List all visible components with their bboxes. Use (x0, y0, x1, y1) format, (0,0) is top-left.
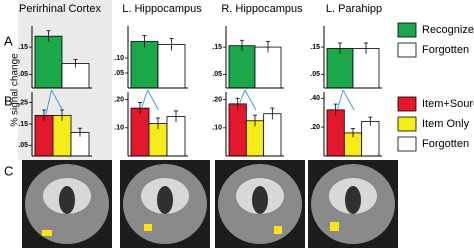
chart-title: L. Parahipp (326, 3, 382, 15)
y-tick-label: .40 (310, 95, 320, 102)
y-tick-label: .10 (114, 125, 124, 132)
bar (130, 107, 150, 157)
brain-image (22, 160, 112, 248)
arrow (337, 89, 344, 109)
brain-image (308, 160, 398, 248)
y-tick-label: .20 (114, 96, 124, 103)
chart-title: R. Hippocampus (221, 3, 303, 15)
y-tick-label: .05 (212, 71, 222, 78)
bar (166, 116, 186, 157)
bar (228, 103, 247, 157)
arrow (342, 89, 355, 111)
brain-image (215, 160, 305, 248)
arrow (244, 89, 257, 111)
panel-label: C (4, 163, 13, 178)
y-tick-label: .15 (310, 44, 320, 51)
chart-title: Perirhinal Cortex (19, 3, 101, 15)
bar (326, 48, 354, 89)
panel-label: B (4, 93, 13, 108)
legend-swatch (397, 42, 417, 58)
arrow (147, 89, 159, 111)
bar (361, 120, 380, 157)
y-tick-label: .20 (310, 124, 320, 131)
y-tick-label: .10 (114, 55, 124, 62)
legend-label: Forgotten (422, 44, 469, 56)
bar (130, 41, 159, 89)
bar (263, 113, 282, 157)
legend-label: Item+Source (422, 98, 474, 110)
y-axis-label: % signal change (10, 53, 21, 127)
arrow (239, 89, 246, 104)
bar (326, 109, 345, 157)
y-tick-label: .15 (212, 44, 222, 51)
y-tick-label: .15 (18, 44, 28, 51)
legend-label: Item Only (422, 118, 470, 130)
bar (52, 114, 72, 157)
chart-title: L. Hippocampus (122, 3, 202, 15)
legend-label: Recognized (422, 24, 474, 36)
legend-swatch (397, 136, 417, 152)
bar (34, 35, 63, 89)
brain-image (120, 160, 210, 248)
arrow (141, 89, 148, 108)
y-tick-label: .15 (18, 121, 28, 128)
y-tick-label: .20 (212, 96, 222, 103)
legend-label: Forgotten (422, 138, 469, 150)
bar (352, 48, 380, 89)
y-tick-label: .10 (212, 125, 222, 132)
legend-swatch (397, 116, 417, 132)
arrow (51, 89, 63, 111)
brain-images (22, 160, 398, 248)
y-tick-label: .05 (18, 142, 28, 149)
y-tick-label: .05 (114, 70, 124, 77)
panel-label: A (4, 33, 13, 48)
arrow (45, 89, 52, 115)
y-tick-label: .05 (18, 71, 28, 78)
bar (157, 44, 186, 89)
bar (34, 114, 54, 157)
legend-swatch (397, 96, 417, 112)
y-tick-label: .25 (18, 99, 28, 106)
legend-swatch (397, 22, 417, 38)
y-tick-label: .05 (310, 71, 320, 78)
bar (228, 45, 256, 89)
bar (254, 46, 282, 89)
